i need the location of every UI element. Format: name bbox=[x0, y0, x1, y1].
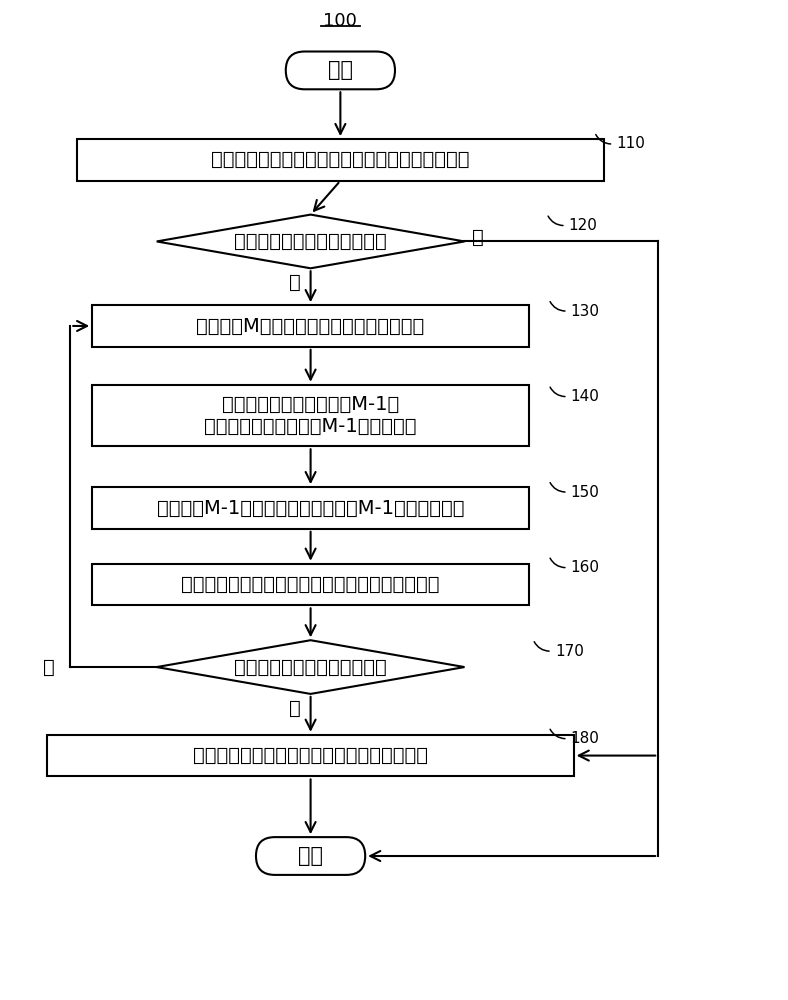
Text: 结束: 结束 bbox=[298, 846, 323, 866]
Text: 检测所述平台的水平度，获得第二水平度检测结果: 检测所述平台的水平度，获得第二水平度检测结果 bbox=[181, 575, 440, 594]
Text: 180: 180 bbox=[571, 731, 600, 746]
Text: 140: 140 bbox=[571, 389, 600, 404]
Text: 所述平台是否位于一水平面内: 所述平台是否位于一水平面内 bbox=[234, 232, 387, 251]
Text: 是: 是 bbox=[289, 699, 300, 718]
Text: 110: 110 bbox=[616, 136, 645, 151]
Text: 否: 否 bbox=[289, 273, 300, 292]
FancyBboxPatch shape bbox=[92, 305, 529, 347]
Text: 100: 100 bbox=[323, 12, 357, 30]
Text: 计算除所述基准支腿外的M-1个: 计算除所述基准支腿外的M-1个 bbox=[222, 395, 400, 414]
FancyBboxPatch shape bbox=[256, 837, 365, 875]
FancyBboxPatch shape bbox=[92, 487, 529, 529]
Text: 表明不需要对所述平台的所述水平度进行调整: 表明不需要对所述平台的所述水平度进行调整 bbox=[193, 746, 428, 765]
FancyBboxPatch shape bbox=[47, 735, 574, 776]
Text: 所述平台是否位于一水平面内: 所述平台是否位于一水平面内 bbox=[234, 658, 387, 677]
FancyBboxPatch shape bbox=[77, 139, 604, 181]
Text: 120: 120 bbox=[569, 218, 597, 233]
FancyBboxPatch shape bbox=[286, 52, 395, 89]
Text: 支腿与所述基准支腿的M-1个高度差值: 支腿与所述基准支腿的M-1个高度差值 bbox=[204, 417, 417, 436]
Text: 150: 150 bbox=[571, 485, 600, 500]
Text: 开始: 开始 bbox=[328, 60, 353, 80]
FancyBboxPatch shape bbox=[92, 564, 529, 605]
Polygon shape bbox=[157, 640, 464, 694]
FancyBboxPatch shape bbox=[92, 385, 529, 446]
Text: 确定所述M个支腿中的一个支腿为基准支腿: 确定所述M个支腿中的一个支腿为基准支腿 bbox=[196, 316, 425, 335]
Text: 根据所述M-1个高度差值，控制所述M-1个支腿的伸缩: 根据所述M-1个高度差值，控制所述M-1个支腿的伸缩 bbox=[157, 498, 464, 517]
Text: 170: 170 bbox=[555, 644, 584, 659]
Text: 160: 160 bbox=[571, 560, 600, 575]
Text: 否: 否 bbox=[43, 658, 54, 677]
Polygon shape bbox=[157, 215, 464, 268]
Text: 130: 130 bbox=[571, 304, 600, 319]
Text: 检测所述平台的水平度，获得第一水平度检测结果: 检测所述平台的水平度，获得第一水平度检测结果 bbox=[211, 150, 470, 169]
Text: 是: 是 bbox=[473, 228, 484, 247]
